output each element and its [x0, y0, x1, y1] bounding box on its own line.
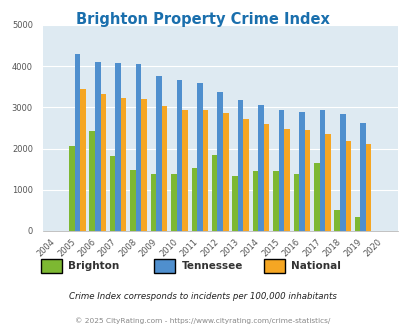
Bar [334, 211, 339, 231]
Bar [121, 98, 126, 231]
Bar [100, 94, 106, 231]
Bar [110, 155, 115, 231]
Bar [211, 155, 217, 231]
Text: Brighton Property Crime Index: Brighton Property Crime Index [76, 12, 329, 26]
Bar [150, 174, 156, 231]
Bar [298, 112, 304, 231]
Bar [345, 141, 350, 231]
Bar [217, 92, 222, 231]
Bar [202, 110, 208, 231]
Bar [365, 144, 371, 231]
Bar [252, 171, 258, 231]
Bar [80, 89, 85, 231]
Bar [354, 216, 360, 231]
Bar [324, 134, 330, 231]
Bar [313, 163, 319, 231]
Bar [136, 64, 141, 231]
Text: National: National [290, 261, 340, 271]
Text: © 2025 CityRating.com - https://www.cityrating.com/crime-statistics/: © 2025 CityRating.com - https://www.city… [75, 317, 330, 324]
Bar [319, 110, 324, 231]
Bar [75, 53, 80, 231]
Bar [222, 113, 228, 231]
Bar [304, 130, 309, 231]
Bar [161, 106, 167, 231]
Bar [258, 105, 263, 231]
Bar [95, 62, 100, 231]
Bar [360, 123, 365, 231]
Bar [89, 131, 95, 231]
Bar [156, 76, 161, 231]
Bar [130, 170, 136, 231]
Text: Crime Index corresponds to incidents per 100,000 inhabitants: Crime Index corresponds to incidents per… [69, 292, 336, 301]
Bar [232, 176, 237, 231]
Text: Brighton: Brighton [68, 261, 119, 271]
Bar [141, 99, 147, 231]
Bar [115, 63, 121, 231]
Bar [243, 119, 248, 231]
Bar [293, 174, 298, 231]
Bar [237, 100, 243, 231]
Bar [284, 129, 289, 231]
Bar [182, 110, 187, 231]
Bar [176, 81, 182, 231]
Text: Tennessee: Tennessee [181, 261, 242, 271]
Bar [263, 124, 269, 231]
Bar [171, 174, 176, 231]
Bar [69, 147, 75, 231]
Bar [339, 114, 345, 231]
Bar [191, 168, 196, 231]
Bar [278, 110, 284, 231]
Bar [196, 83, 202, 231]
Bar [273, 171, 278, 231]
